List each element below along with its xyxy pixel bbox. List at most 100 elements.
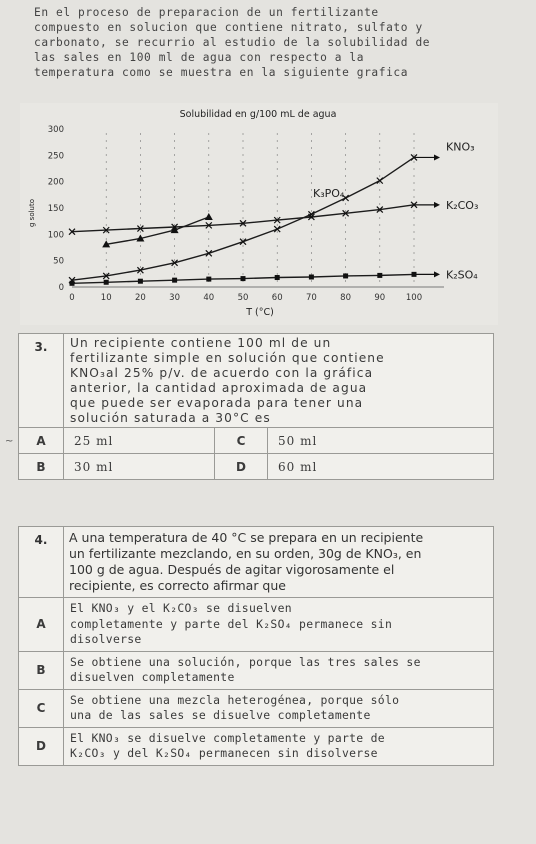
data-point [273, 216, 281, 224]
option-row: A El KNO₃ y el K₂CO₃ se disuelven comple… [18, 597, 494, 652]
data-point [377, 272, 383, 278]
intro-line: En el proceso de preparacion de un ferti… [34, 6, 379, 19]
option-letter-b[interactable]: B [18, 453, 64, 480]
data-point [172, 277, 178, 283]
x-tick-label: 100 [406, 293, 422, 303]
option-row: C Se obtiene una mezcla heterogénea, por… [18, 688, 494, 728]
stem-line: que puede ser evaporada para tener una [70, 396, 364, 410]
option-letter-b[interactable]: B [18, 650, 64, 690]
series-label-k3po4: K₃PO₄ [313, 187, 345, 200]
data-point [103, 279, 109, 285]
pen-mark: ~ [5, 436, 14, 447]
y-axis-label: g soluto [28, 199, 36, 227]
stem-line: Un recipiente contiene 100 ml de un [70, 336, 332, 350]
x-tick-label: 80 [340, 293, 351, 303]
option-line: disolverse [70, 632, 142, 646]
arrow-head [434, 201, 440, 208]
option-row: A 25 ml C 50 ml [18, 427, 494, 454]
x-tick-label: 30 [169, 293, 180, 303]
stem-line: fertilizante simple en solución que cont… [70, 351, 385, 365]
option-line: una de las sales se disuelve completamen… [70, 708, 371, 722]
data-point [376, 206, 384, 214]
data-point [137, 278, 143, 284]
data-point [343, 273, 349, 279]
option-line: Se obtiene una mezcla heterogénea, porqu… [70, 692, 400, 707]
data-point [205, 249, 213, 257]
x-tick-label: 50 [238, 293, 249, 303]
option-text-d[interactable]: El KNO₃ se disuelve completamente y part… [63, 726, 494, 766]
option-line: El KNO₃ y el K₂CO₃ se disuelven [70, 601, 292, 615]
x-tick-label: 60 [272, 293, 283, 303]
data-point [136, 266, 144, 274]
option-text-a[interactable]: El KNO₃ y el K₂CO₃ se disuelven completa… [63, 597, 494, 652]
data-point [274, 275, 280, 281]
stem-line: KNO₃al 25% p/v. de acuerdo con la gráfic… [70, 366, 374, 380]
question-number: 3. [18, 333, 64, 428]
intro-line: las sales en 100 ml de agua con respecto… [34, 51, 365, 64]
option-text-b[interactable]: 30 ml [63, 453, 215, 480]
y-tick-label: 100 [48, 230, 64, 240]
stem-line: recipiente, es correcto afirmar que [69, 578, 286, 593]
data-point [239, 219, 247, 227]
option-text-c[interactable]: Se obtiene una mezcla heterogénea, porqu… [63, 688, 494, 728]
option-letter-d[interactable]: D [214, 453, 268, 480]
question-3-table: 3. Un recipiente contiene 100 ml de un f… [18, 333, 494, 480]
data-point [273, 225, 281, 233]
data-point [102, 226, 110, 234]
data-point [136, 234, 145, 242]
data-point [342, 209, 350, 217]
option-row: D El KNO₃ se disuelve completamente y pa… [18, 726, 494, 766]
data-point [205, 221, 213, 229]
data-point [239, 238, 247, 246]
data-point [308, 274, 314, 280]
x-tick-label: 40 [203, 293, 214, 303]
option-text-a[interactable]: 25 ml [63, 427, 215, 454]
option-letter-d[interactable]: D [18, 726, 64, 766]
x-tick-label: 90 [374, 293, 385, 303]
stem-line: A una temperatura de 40 °C se prepara en… [69, 530, 424, 545]
option-text-c[interactable]: 50 ml [267, 427, 494, 454]
data-point [206, 276, 212, 282]
option-row: B 30 ml D 60 ml [18, 453, 494, 480]
stem-line: anterior, la cantidad aproximada de agua [70, 381, 368, 395]
option-letter-a[interactable]: A [18, 597, 64, 652]
y-tick-label: 50 [53, 257, 64, 267]
series-label-k2so4: K₂SO₄ [446, 268, 478, 281]
solubility-chart-svg: Solubilidad en g/100 mL de agua g soluto… [28, 109, 478, 318]
y-tick-label: 300 [48, 125, 64, 135]
y-tick-label: 0 [59, 283, 64, 293]
data-point [307, 213, 315, 221]
question-stem: A una temperatura de 40 °C se prepara en… [63, 526, 494, 598]
option-letter-a[interactable]: A [18, 427, 64, 454]
option-letter-c[interactable]: C [18, 688, 64, 728]
option-text-b[interactable]: Se obtiene una solución, porque las tres… [63, 650, 494, 690]
series-label-kno3: KNO₃ [446, 140, 475, 153]
data-point [171, 259, 179, 267]
stem-line: solución saturada a 30°C es [70, 411, 271, 425]
stem-line: un fertilizante mezclando, en su orden, … [69, 546, 422, 561]
option-letter-c[interactable]: C [214, 427, 268, 454]
question-stem: Un recipiente contiene 100 ml de un fert… [63, 333, 494, 428]
chart-title: Solubilidad en g/100 mL de agua [180, 109, 337, 120]
option-row: B Se obtiene una solución, porque las tr… [18, 650, 494, 690]
option-text-d[interactable]: 60 ml [267, 453, 494, 480]
option-line: Se obtiene una solución, porque las tres… [70, 654, 421, 669]
series-label-k2co3: K₂CO₃ [446, 199, 478, 212]
data-point [102, 272, 110, 280]
intro-line: temperatura como se muestra en la siguie… [34, 66, 409, 79]
y-tick-label: 150 [48, 204, 64, 214]
x-tick-label: 70 [306, 293, 317, 303]
intro-paragraph: En el proceso de preparacion de un ferti… [34, 5, 504, 80]
arrow-head [434, 154, 440, 161]
stem-line: 100 g de agua. Después de agitar vigoros… [69, 562, 395, 577]
intro-line: carbonato, se recurrio al estudio de la … [34, 36, 431, 49]
data-point [170, 226, 179, 234]
x-tick-label: 0 [69, 293, 74, 303]
data-point [102, 240, 111, 248]
arrow-head [434, 271, 440, 278]
solubility-chart: Solubilidad en g/100 mL de agua g soluto… [20, 103, 498, 325]
x-tick-label: 20 [135, 293, 146, 303]
y-tick-label: 200 [48, 178, 64, 188]
data-point [240, 276, 246, 282]
data-point [69, 280, 75, 286]
